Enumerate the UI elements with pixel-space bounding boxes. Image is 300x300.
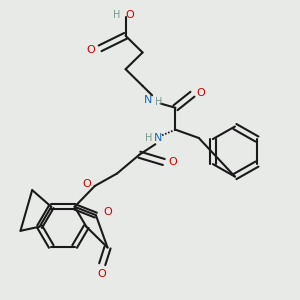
Text: H: H bbox=[113, 10, 121, 20]
Text: O: O bbox=[86, 45, 95, 56]
Text: O: O bbox=[82, 179, 91, 189]
Text: O: O bbox=[125, 10, 134, 20]
Text: N: N bbox=[154, 133, 163, 143]
Text: H: H bbox=[145, 133, 153, 143]
Text: H: H bbox=[155, 97, 162, 106]
Text: O: O bbox=[98, 268, 106, 279]
Text: O: O bbox=[103, 207, 112, 217]
Text: O: O bbox=[168, 157, 177, 167]
Text: O: O bbox=[196, 88, 205, 98]
Text: N: N bbox=[144, 95, 152, 106]
